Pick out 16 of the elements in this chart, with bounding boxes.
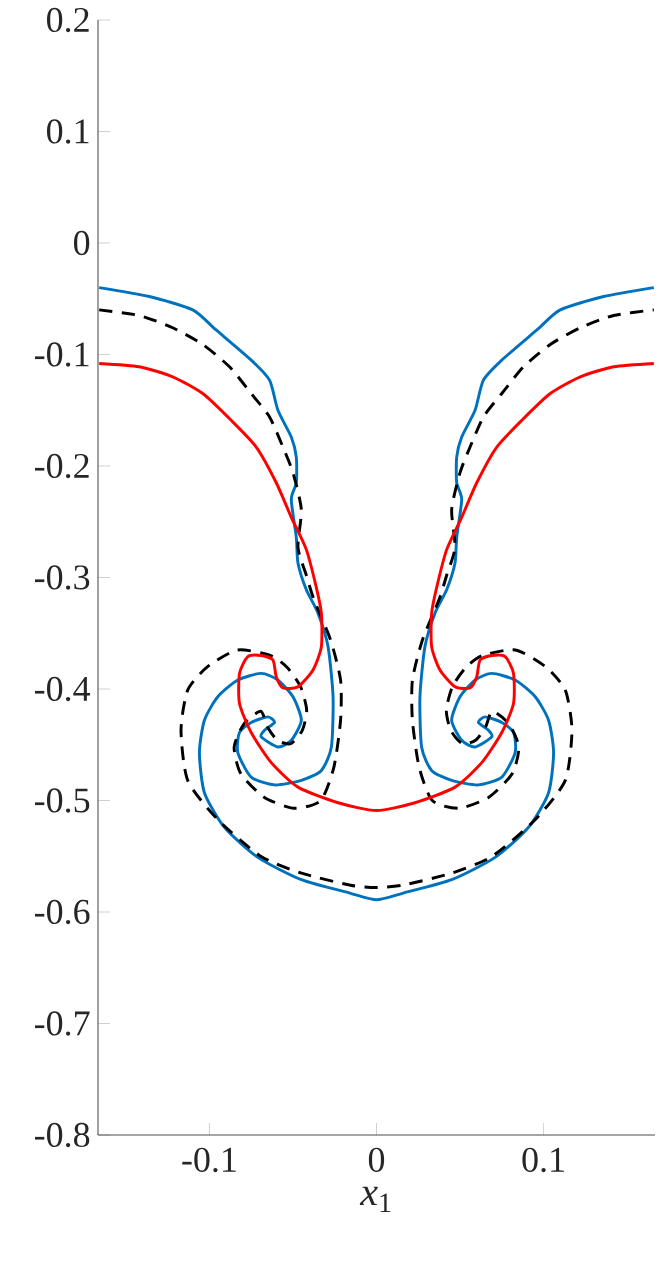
y-tick-label: -0.1 [34,342,89,367]
y-tick-label: -0.3 [34,565,90,590]
x-tick-label: 0 [368,1147,385,1172]
y-tick-label: -0.8 [34,1122,90,1148]
y-tick-label: -0.6 [34,899,90,925]
x-axis-title: x$_{1}$ [359,1186,391,1213]
x-tick-label: -0.1 [182,1147,236,1173]
y-tick-label: -0.2 [34,453,89,479]
y-tick-label: 0.2 [47,7,89,33]
line-series [97,361,656,812]
y-tick-label: -0.5 [34,788,90,813]
y-tick-label: 0 [74,230,90,256]
y-tick-label: 0.1 [47,119,89,144]
y-tick-label: -0.4 [34,676,91,702]
y-tick-label: -0.7 [34,1011,90,1036]
x-tick-label: 0.1 [522,1147,564,1173]
